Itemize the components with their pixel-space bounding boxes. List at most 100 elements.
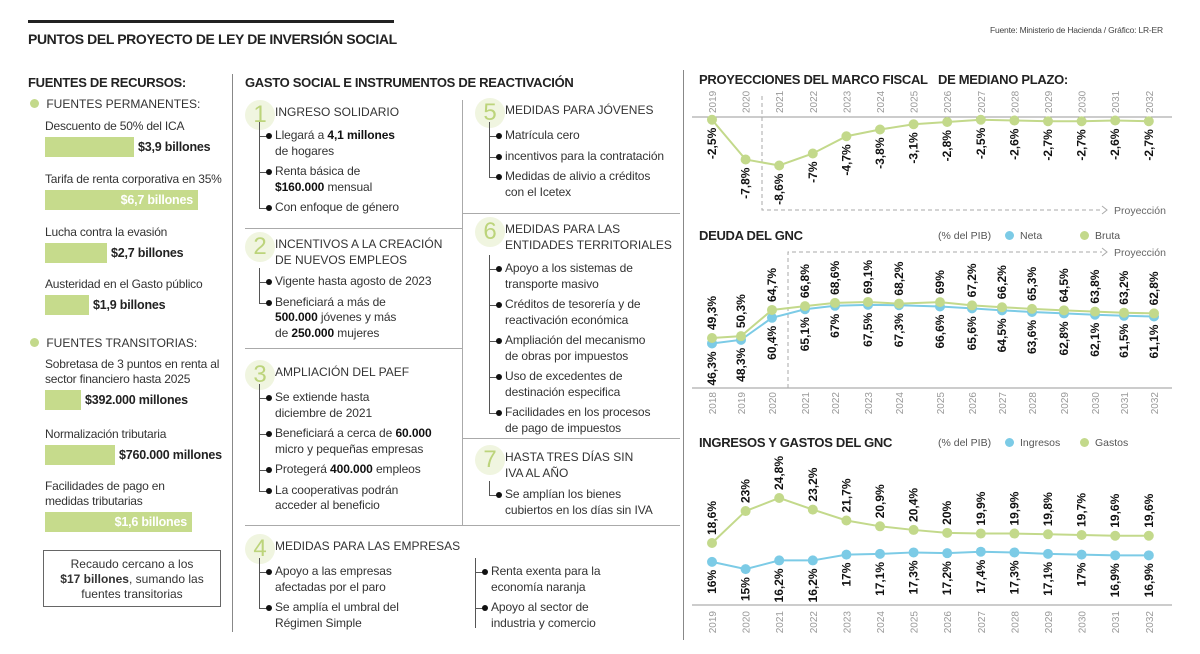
data-point [807,148,818,159]
year-tick-label: 2024 [876,611,887,634]
data-point [894,298,904,309]
data-label: 69,1% [861,260,875,294]
fuente-bar: $1,6 billones [45,512,192,532]
year-tick-label: 2021 [775,90,786,113]
data-label: 19,9% [974,491,988,525]
bullet-text: empleos [372,462,421,476]
year-tick-label: 2032 [1150,392,1161,415]
data-point [841,515,852,526]
data-point [875,521,885,532]
bullet-dot-icon [496,302,502,308]
data-label: 68,6% [828,261,842,295]
section-title: AMPLIACIÓN DEL PAEF [275,364,409,380]
divider [232,74,233,632]
data-point [1110,530,1121,541]
chart3-unit: (% del PIB) [938,437,992,449]
year-tick-label: 2022 [809,90,820,113]
box-text-post: , sumando las fuentes transitorias [81,572,204,601]
bullet-text: Protegerá [275,462,331,476]
fuente-label: Facilidades de pago en medidas tributari… [45,479,165,508]
chart1-title: PROYECCIONES DEL MARCO FISCAL [699,72,928,87]
legend-bruta: Bruta [1080,230,1120,242]
data-point [740,154,751,165]
source-note: Fuente: Ministerio de Hacienda / Gráfico… [990,25,1163,35]
data-label: 46,3% [705,351,719,385]
data-label: 16,2% [806,568,820,602]
series-line [711,496,1149,544]
data-label: -2,6% [1108,128,1122,160]
section-title: HASTA TRES DÍAS SIN IVA AL AÑO [505,449,633,481]
year-tick-label: 2027 [998,392,1009,415]
bullet-text: Medidas de alivio a créditos [505,169,651,183]
fuente-item: Tarifa de renta corporativa en 35% $6,7 b… [45,172,245,210]
data-point [997,302,1007,313]
section-number: 5 [475,98,505,128]
year-tick-label: 2027 [977,611,988,634]
bullet-dot-icon [482,605,488,611]
fuente-value: $392.000 millones [85,393,188,407]
bullet-dot-icon [496,153,502,160]
bullet-text: mensual [324,179,373,194]
data-point [1110,550,1121,561]
data-label: 20,9% [873,484,887,518]
section-title-line: AMPLIACIÓN DEL PAEF [275,365,410,379]
bullet-text: Con enfoque de género [275,200,400,214]
year-tick-label: 2026 [943,611,954,634]
bullet-dot-icon [266,395,272,401]
recaudo-box: Recaudo cercano a los $17 billones, suma… [43,550,221,607]
bullet-text: incentivos para la contratación [505,148,664,163]
year-tick-label: 2028 [1010,90,1021,113]
series-line [711,118,1149,167]
fuente-value: $3,9 billones [138,140,211,154]
data-point [1027,303,1037,314]
bullet-text: Apoyo al sector de [491,600,589,614]
bullet-text: de obras por impuestos [505,348,629,363]
bullet-text: con el Icetex [505,184,572,199]
list-item: Beneficiará a más de 500.000 jóvenes y má… [259,288,431,342]
data-point [1009,115,1020,126]
chart3-title: INGRESOS Y GASTOS DEL GNC [699,435,893,450]
year-tick-label: 2024 [876,90,887,113]
bullet-text: Se amplían los bienes [505,487,621,501]
section-title: MEDIDAS PARA LAS EMPRESAS [275,538,460,554]
bullet-text: Uso de excedentes de [505,369,623,383]
year-tick-label: 2029 [1060,392,1071,415]
section-title-line: MEDIDAS PARA LAS [505,222,621,236]
bullet-list: Matrícula cero incentivos para la contrat… [489,122,664,205]
list-item: Créditos de tesorería y de reactivación e… [489,291,650,328]
data-label: 66,8% [798,264,812,298]
bullet-text: transporte masivo [505,276,599,291]
fuente-bar [45,445,115,465]
year-tick-label: 2019 [708,611,719,634]
list-item: incentivos para la contratación [489,142,664,165]
data-point [863,296,873,307]
data-point [1119,307,1129,318]
bullet-highlight: 400.000 [330,462,373,476]
data-point [908,119,919,130]
data-label: 16,2% [772,568,786,602]
data-point [1043,529,1053,540]
year-tick-label: 2020 [742,611,753,634]
year-tick-label: 2028 [1010,611,1021,634]
fuente-item: Austeridad en el Gasto público $1,9 billo… [45,277,245,315]
fuente-label: Tarifa de renta corporativa en 35% [45,172,222,186]
bullet-dot-icon [266,133,272,139]
data-point [774,555,785,566]
bullet-dot-icon [266,487,272,494]
divider [462,213,680,214]
bullet-highlight: $160.000 [275,179,325,194]
legend-label: Ingresos [1020,437,1061,449]
bullet-text: economía naranja [491,579,586,594]
bullet-text: Ampliación del mecanismo [505,333,646,347]
data-label: -2,5% [974,127,988,159]
data-point [707,114,717,125]
data-label: 20% [940,500,954,524]
year-tick-label: 2019 [737,392,748,415]
year-tick-label: 2023 [842,90,853,113]
fuente-bar [45,243,107,263]
list-item: Con enfoque de género [259,194,400,216]
legend-label: Neta [1020,230,1043,242]
bullet-list: Renta exenta para la economía naranja Apoy… [475,558,601,636]
bullet-dot-icon [266,467,272,473]
data-label: 63,8% [1088,269,1102,303]
